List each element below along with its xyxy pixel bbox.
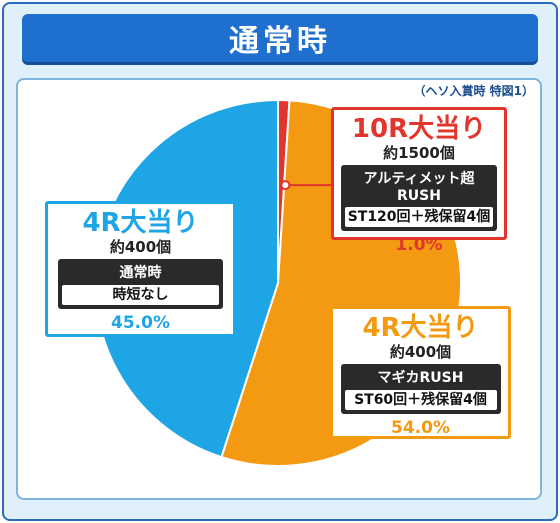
title-bar: 通常時 <box>22 14 538 62</box>
label-4r-right-title: 4R大当り <box>362 313 479 343</box>
label-10r-detail: ST120回＋残保留4個 <box>345 207 493 227</box>
page-title: 通常時 <box>229 24 331 59</box>
label-4r-right-detail: ST60回＋残保留4個 <box>344 390 497 410</box>
label-4r-right-balls: 約400個 <box>389 343 452 361</box>
label-4r-left-mode: 通常時 <box>119 265 162 281</box>
label-10r-balls: 約1500個 <box>383 144 455 162</box>
label-4r-left-mode-bar: 通常時 時短なし <box>58 259 223 309</box>
label-4r-left-pct: 45.0% <box>111 313 170 333</box>
label-10r-title: 10R大当り <box>351 114 487 144</box>
note-text: （ヘソ入賞時 特図1） <box>413 84 534 98</box>
label-10r-pct: 1.0% <box>395 235 443 255</box>
label-box-10r: 10R大当り 約1500個 アルティメット超RUSH ST120回＋残保留4個 … <box>331 107 507 255</box>
label-4r-right-mode-bar: マギカRUSH ST60回＋残保留4個 <box>340 364 501 414</box>
label-10r-mode: アルティメット超RUSH <box>363 171 475 204</box>
label-4r-right-mode: マギカRUSH <box>377 370 464 386</box>
label-4r-left-title: 4R大当り <box>82 208 199 238</box>
label-4r-left-balls: 約400個 <box>109 238 172 256</box>
label-box-4r-left: 4R大当り 約400個 通常時 時短なし 45.0% <box>45 201 236 337</box>
label-box-4r-right: 4R大当り 約400個 マギカRUSH ST60回＋残保留4個 54.0% <box>330 306 511 439</box>
label-10r-mode-bar: アルティメット超RUSH ST120回＋残保留4個 <box>341 165 497 231</box>
label-4r-right-pct: 54.0% <box>391 418 450 438</box>
label-4r-left-detail: 時短なし <box>62 285 219 305</box>
leader-dot <box>280 180 291 191</box>
